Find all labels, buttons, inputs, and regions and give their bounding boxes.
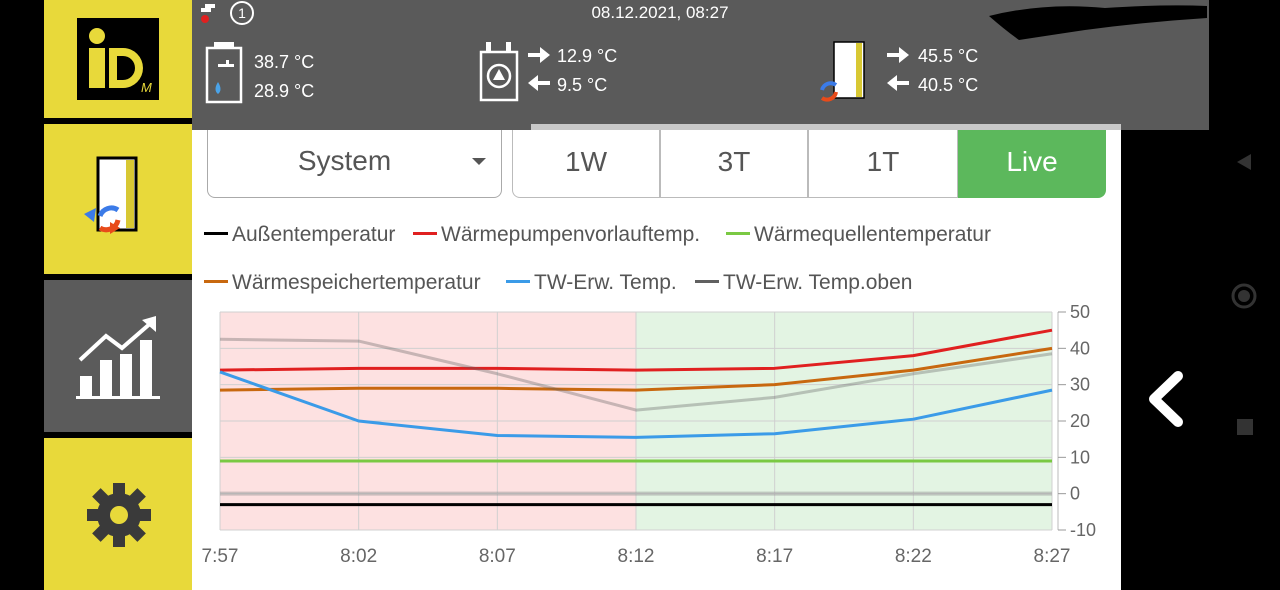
arrow-right-icon [887,47,909,63]
hot-water-temp-bottom: 28.9 °C [254,81,315,101]
chart-series-line [219,370,1053,439]
logo-tile: M [44,0,192,118]
chart-trend-icon [76,316,160,399]
android-nav-bar [1209,0,1280,590]
range-tab-1t[interactable]: 1T [808,130,958,198]
legend-item[interactable]: TW-Erw. Temp.oben [695,271,912,295]
legend-item[interactable]: Wärmepumpenvorlauftemp. [413,223,700,247]
range-tab-3t[interactable]: 3T [660,130,808,198]
range-tab-live[interactable]: Live [958,130,1106,198]
heat-pump-widget[interactable]: 12.9 °C 9.5 °C [478,40,638,104]
notification-badge[interactable]: 1 [230,1,254,25]
legend-label: Wärmepumpenvorlauftemp. [441,223,701,246]
recents-square-icon[interactable] [1235,417,1255,437]
chart-x-tick-label: 8:27 [1034,546,1071,567]
legend-label: Außentemperatur [232,223,396,246]
legend-swatch [726,231,750,235]
chart-x-tick-label: 8:17 [756,546,793,567]
arrow-left-icon [528,75,550,91]
sidebar-item-statistics[interactable] [44,280,192,432]
hot-water-temp-top: 38.7 °C [254,52,315,72]
system-icon [84,156,138,234]
range-tab-1w[interactable]: 1W [512,130,660,198]
header-divider [531,124,1121,130]
heating-circuit-widget[interactable]: 45.5 °C 40.5 °C [818,40,1008,104]
heating-temp-in: 40.5 °C [918,75,979,95]
tap-warning-icon[interactable] [199,2,217,24]
chart-series-line [219,346,1053,392]
chart-y-tick-label: 20 [1070,411,1090,431]
chart-y-tick-label: 40 [1070,338,1090,358]
chevron-left-icon[interactable] [1142,370,1188,428]
chart-y-tick-label: 0 [1070,484,1080,504]
chart-x-tick-label: 8:22 [895,546,932,567]
chart-x-tick-label: 8:07 [479,546,516,567]
legend-item[interactable]: Wärmequellentemperatur [726,223,991,247]
legend-item[interactable]: TW-Erw. Temp. [506,271,677,295]
system-select[interactable] [207,130,502,198]
heat-pump-temp-out: 12.9 °C [557,46,618,66]
heat-pump-temp-in: 9.5 °C [557,75,608,95]
back-triangle-icon[interactable] [1233,150,1257,174]
arrow-right-icon [528,47,550,63]
sidebar-item-settings[interactable] [44,438,192,590]
sidebar-item-system[interactable] [44,124,192,274]
chart-x-tick-label: 7:57 [202,546,239,567]
sidebar: M [44,0,192,590]
legend-label: TW-Erw. Temp. [534,271,677,294]
gear-icon [87,483,151,547]
legend-item[interactable]: Wärmespeichertemperatur [204,271,481,295]
legend-swatch [204,279,228,283]
chart-y-tick-label: 30 [1070,375,1090,395]
redaction-mark [989,5,1207,41]
svg-text:M: M [141,80,152,95]
legend-item[interactable]: Außentemperatur [204,223,395,247]
system-select-label: System [297,145,392,176]
home-circle-icon[interactable] [1230,282,1258,310]
chart-x-tick-label: 8:02 [340,546,377,567]
water-tank-icon [205,42,243,104]
arrow-left-icon [887,75,909,91]
legend-label: TW-Erw. Temp.oben [723,271,913,294]
chart-y-tick-label: -10 [1070,520,1096,540]
chart-y-tick-label: 10 [1070,447,1090,467]
legend-swatch [695,279,719,283]
legend-swatch [204,231,228,235]
legend-swatch [506,279,530,283]
temperature-chart: 50 40 30 20 10 0 -10 7:57 8:02 8:07 8:12 8:17 8:22 8:… [202,302,1097,567]
chart-y-tick-label: 50 [1070,302,1090,322]
chart-x-tick-label: 8:12 [618,546,655,567]
legend-label: Wärmequellentemperatur [754,223,991,246]
hot-water-widget[interactable]: 38.7 °C 28.9 °C [204,40,334,104]
datetime: 08.12.2021, 08:27 [591,3,729,22]
heating-circuit-icon [820,41,865,102]
idm-logo: M [77,18,159,100]
chevron-down-icon [472,158,486,165]
legend-swatch [413,231,437,235]
legend-label: Wärmespeichertemperatur [232,271,481,294]
chart-series-line [219,328,1053,372]
chart-series-line [219,337,1053,412]
heat-pump-icon [479,42,519,102]
heating-temp-out: 45.5 °C [918,46,979,66]
